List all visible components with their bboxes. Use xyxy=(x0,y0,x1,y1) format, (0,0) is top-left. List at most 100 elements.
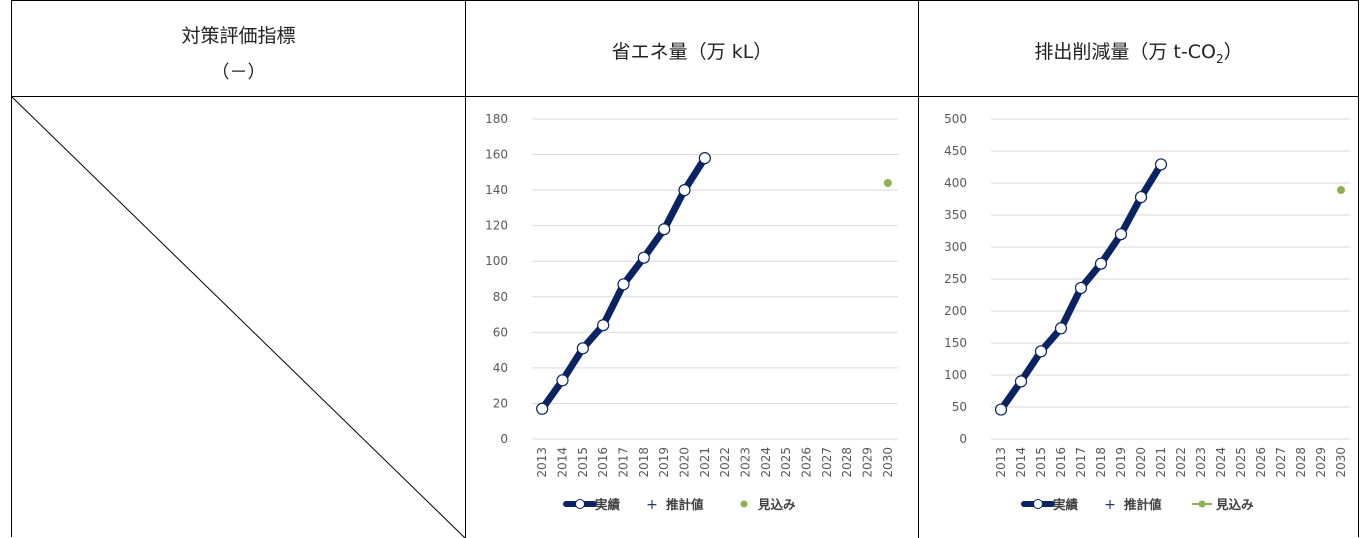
legend-label-projection: 見込み xyxy=(757,497,796,512)
y-tick-label: 100 xyxy=(485,254,508,268)
y-tick-label: 0 xyxy=(500,432,508,446)
y-tick-label: 80 xyxy=(493,290,508,304)
x-tick-label: 2027 xyxy=(820,447,834,478)
data-point-actual xyxy=(698,152,711,165)
indicator-unit-label: （－） xyxy=(211,62,266,83)
x-tick-label: 2015 xyxy=(576,447,590,478)
emission-header-close: ） xyxy=(1223,41,1243,63)
chart-legend: 実績 + 推計値 見込み xyxy=(1021,497,1254,513)
y-tick-label: 140 xyxy=(485,183,508,197)
legend-actual-marker xyxy=(1033,499,1043,509)
data-point-actual xyxy=(637,251,650,264)
data-point-actual xyxy=(576,342,589,355)
y-tick-label: 450 xyxy=(944,144,967,158)
indicator-header-label: 対策評価指標 xyxy=(181,25,296,47)
data-point-actual xyxy=(1014,375,1028,388)
legend-label-actual: 実績 xyxy=(1053,497,1079,512)
x-tick-label: 2022 xyxy=(1174,447,1188,478)
diagonal-strike xyxy=(12,97,465,538)
header-energy-saving-cell: 省エネ量（万 kL） xyxy=(465,1,918,97)
x-tick-label: 2015 xyxy=(1034,447,1048,478)
y-tick-label: 160 xyxy=(485,148,508,162)
data-point-actual xyxy=(1094,257,1108,270)
x-tick-label: 2027 xyxy=(1274,447,1288,478)
y-tick-label: 60 xyxy=(493,325,508,339)
legend-actual-marker xyxy=(575,499,585,509)
legend-projection-marker xyxy=(740,500,748,508)
y-tick-label: 250 xyxy=(944,272,967,286)
emission-reduction-chart: 0 50 100 150 200 250 300 350 400 450 500 2013 2014 20… xyxy=(944,112,1351,513)
x-tick-label: 2021 xyxy=(698,447,712,478)
x-tick-label: 2020 xyxy=(1134,447,1148,478)
x-tick-label: 2025 xyxy=(779,447,793,478)
energy-saving-chart: 0 20 40 60 80 100 120 140 160 180 2013 2014 2015 2016… xyxy=(485,112,898,513)
emission-header-text: 排出削減量（万 t-CO xyxy=(1034,41,1216,63)
y-tick-label: 100 xyxy=(944,368,967,382)
y-tick-label: 300 xyxy=(944,240,967,254)
x-tick-label: 2014 xyxy=(556,447,570,478)
header-indicator-cell: 対策評価指標 （－） xyxy=(12,1,465,97)
indicator-empty-cell xyxy=(12,97,465,538)
y-tick-label: 500 xyxy=(944,112,967,126)
x-tick-label: 2028 xyxy=(840,447,854,478)
data-point-projection xyxy=(1337,186,1345,195)
data-point-actual xyxy=(617,278,630,291)
evaluation-table: 対策評価指標 （－） 省エネ量（万 kL） 排出削減量（万 t-CO2） 0 20… xyxy=(11,0,1359,538)
emission-reduction-chart-cell: 0 50 100 150 200 250 300 350 400 450 500 2013 2014 20… xyxy=(918,97,1358,538)
y-tick-label: 40 xyxy=(493,361,508,375)
x-tick-label: 2029 xyxy=(861,447,875,478)
x-tick-label: 2021 xyxy=(1154,447,1168,478)
data-point-actual xyxy=(658,223,671,236)
x-tick-label: 2018 xyxy=(637,447,651,478)
legend-label-estimate: 推計値 xyxy=(666,497,704,512)
data-point-actual xyxy=(1074,281,1088,295)
x-tick-label: 2020 xyxy=(678,447,692,478)
y-tick-label: 400 xyxy=(944,176,967,190)
x-tick-label: 2026 xyxy=(1254,447,1268,478)
x-tick-label: 2018 xyxy=(1094,447,1108,478)
header-emission-reduction-cell: 排出削減量（万 t-CO2） xyxy=(918,1,1358,97)
x-tick-label: 2030 xyxy=(1334,447,1348,478)
data-point-projection xyxy=(883,179,892,187)
data-point-actual xyxy=(1154,158,1168,171)
x-tick-label: 2017 xyxy=(617,447,631,478)
x-tick-label: 2023 xyxy=(739,447,753,478)
legend-estimate-marker: + xyxy=(646,497,658,513)
x-tick-label: 2017 xyxy=(1074,447,1088,478)
data-point-actual xyxy=(1034,345,1048,358)
y-tick-label: 150 xyxy=(944,336,967,350)
diagonal-line xyxy=(12,97,465,538)
energy-saving-header-label: 省エネ量（万 kL） xyxy=(611,41,773,63)
x-tick-label: 2013 xyxy=(994,447,1008,478)
y-tick-label: 50 xyxy=(952,400,967,414)
x-tick-label: 2030 xyxy=(881,447,895,478)
x-tick-label: 2023 xyxy=(1194,447,1208,478)
data-point-actual xyxy=(994,403,1008,416)
x-tick-label: 2024 xyxy=(1214,447,1228,478)
data-point-actual xyxy=(556,374,569,387)
chart-legend: 実績 + 推計値 見込み xyxy=(563,497,796,513)
legend-label-estimate: 推計値 xyxy=(1124,497,1162,512)
x-tick-label: 2029 xyxy=(1314,447,1328,478)
x-tick-label: 2016 xyxy=(596,447,610,478)
x-tick-label: 2024 xyxy=(759,447,773,478)
x-tick-label: 2014 xyxy=(1014,447,1028,478)
legend-projection-marker xyxy=(1198,500,1206,508)
x-tick-label: 2019 xyxy=(1114,447,1128,478)
legend-estimate-marker: + xyxy=(1104,497,1116,513)
legend-label-actual: 実績 xyxy=(595,497,621,512)
x-tick-label: 2026 xyxy=(800,447,814,478)
y-tick-label: 180 xyxy=(485,112,508,126)
x-tick-label: 2019 xyxy=(657,447,671,478)
x-tick-label: 2013 xyxy=(535,447,549,478)
legend-label-projection: 見込み xyxy=(1215,497,1254,512)
x-tick-label: 2022 xyxy=(718,447,732,478)
x-tick-label: 2016 xyxy=(1054,447,1068,478)
emission-header-subscript: 2 xyxy=(1215,51,1224,66)
data-point-actual xyxy=(1114,228,1128,241)
data-point-actual xyxy=(536,402,549,415)
data-point-actual xyxy=(1134,190,1148,204)
x-tick-label: 2028 xyxy=(1294,447,1308,478)
data-point-actual xyxy=(1054,322,1068,335)
y-tick-label: 120 xyxy=(485,219,508,233)
